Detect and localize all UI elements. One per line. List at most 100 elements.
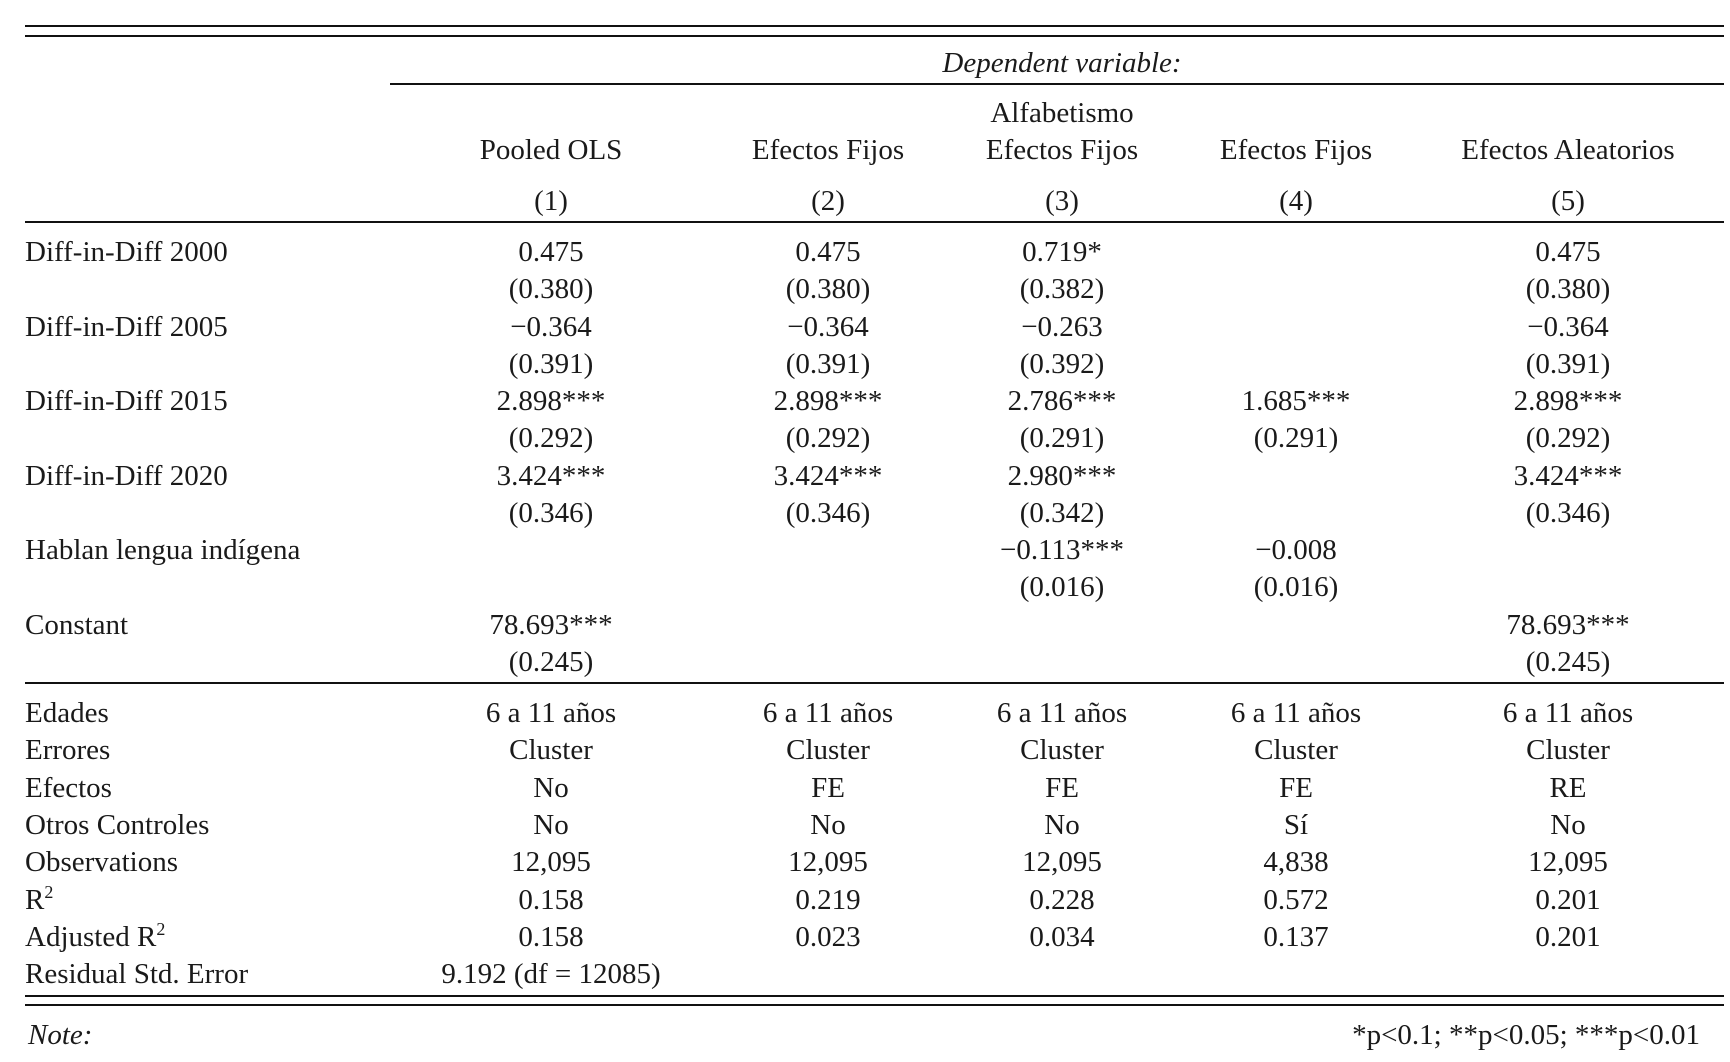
stat-value: 0.023 xyxy=(795,920,861,953)
stat-value: RE xyxy=(1549,771,1587,804)
stat-label: Otros Controles xyxy=(25,808,210,841)
residual-value: 9.192 (df = 12085) xyxy=(441,958,661,991)
coefficient-label: Diff-in-Diff 2000 xyxy=(25,236,228,268)
model-name: Efectos Fijos xyxy=(985,134,1139,166)
standard-error: (0.380) xyxy=(785,273,871,306)
standard-error: (0.245) xyxy=(508,645,594,678)
stat-value: No xyxy=(533,808,569,841)
standard-error: (0.346) xyxy=(785,496,871,529)
stat-value: 0.201 xyxy=(1535,883,1601,916)
coefficient-estimate: 78.693*** xyxy=(489,608,613,641)
significance-note: *p<0.1; **p<0.05; ***p<0.01 xyxy=(1352,1019,1700,1051)
coefficient-label: Constant xyxy=(25,608,129,641)
coefficient-estimate: −0.364 xyxy=(1527,310,1609,343)
stat-value: 0.572 xyxy=(1263,883,1329,916)
standard-error: (0.392) xyxy=(1019,347,1105,380)
standard-error: (0.292) xyxy=(508,422,594,455)
model-name: Efectos Fijos xyxy=(751,134,905,166)
stat-value: 0.201 xyxy=(1535,920,1601,953)
stat-label: Adjusted R2 xyxy=(25,918,166,953)
coefficient-estimate: 1.685*** xyxy=(1241,385,1351,417)
standard-error: (0.346) xyxy=(1525,496,1611,529)
model-number: (4) xyxy=(1279,185,1313,217)
note-label: Note: xyxy=(28,1019,93,1051)
stat-value: No xyxy=(810,808,846,841)
coefficient-estimate: 78.693*** xyxy=(1506,608,1630,641)
coefficient-estimate: 0.475 xyxy=(795,236,861,268)
top-rule-inner xyxy=(25,35,1724,37)
dependent-variable-name: Alfabetismo xyxy=(990,97,1134,129)
stat-value: Cluster xyxy=(1254,734,1338,767)
stat-value: 12,095 xyxy=(1022,846,1102,879)
stat-value: 6 a 11 años xyxy=(1502,697,1634,729)
stat-value: 4,838 xyxy=(1263,846,1329,879)
stat-value: No xyxy=(1550,808,1586,841)
stat-value: Cluster xyxy=(509,734,593,767)
stat-value: 0.228 xyxy=(1029,883,1095,916)
bottom-rule xyxy=(25,995,1724,997)
stat-value: 12,095 xyxy=(511,846,591,879)
coefficient-estimate: 0.475 xyxy=(1535,236,1601,268)
stat-value: 0.219 xyxy=(795,883,861,916)
stat-value: 12,095 xyxy=(788,846,868,879)
stat-value: 6 a 11 años xyxy=(1230,697,1362,729)
stat-label: Errores xyxy=(25,734,111,767)
standard-error: (0.380) xyxy=(508,273,594,306)
stat-label: Edades xyxy=(25,697,109,729)
model-name: Pooled OLS xyxy=(479,134,623,166)
standard-error: (0.391) xyxy=(1525,347,1611,380)
coefficient-estimate: 0.719* xyxy=(1022,236,1102,268)
coefficient-estimate: 2.980*** xyxy=(1007,459,1117,492)
stat-value: 6 a 11 años xyxy=(485,697,617,729)
coefficient-estimate: −0.364 xyxy=(787,310,869,343)
standard-error: (0.382) xyxy=(1019,273,1105,306)
model-name: Efectos Fijos xyxy=(1219,134,1373,166)
standard-error: (0.016) xyxy=(1019,571,1105,604)
bottom-rule-inner xyxy=(25,1004,1724,1006)
top-rule xyxy=(25,25,1724,27)
standard-error: (0.016) xyxy=(1253,571,1339,604)
coefficient-estimate: 3.424*** xyxy=(1513,459,1623,492)
stat-value: 0.158 xyxy=(518,920,584,953)
standard-error: (0.391) xyxy=(508,347,594,380)
standard-error: (0.292) xyxy=(785,422,871,455)
header-bottom-rule xyxy=(25,221,1724,223)
model-number: (1) xyxy=(534,185,568,217)
stat-value: Sí xyxy=(1283,808,1309,841)
stat-label: Observations xyxy=(25,846,179,879)
stat-value: Cluster xyxy=(786,734,870,767)
stat-value: FE xyxy=(811,771,845,804)
model-name: Efectos Aleatorios xyxy=(1461,134,1675,166)
coefficient-label: Diff-in-Diff 2020 xyxy=(25,459,228,492)
coefficient-estimate: −0.364 xyxy=(510,310,592,343)
stat-value: 6 a 11 años xyxy=(996,697,1128,729)
standard-error: (0.291) xyxy=(1019,422,1105,455)
stats-rule xyxy=(25,682,1724,684)
coefficient-estimate: 2.898*** xyxy=(1513,385,1623,417)
coefficient-label: Diff-in-Diff 2015 xyxy=(25,385,228,417)
standard-error: (0.380) xyxy=(1525,273,1611,306)
standard-error: (0.391) xyxy=(785,347,871,380)
stat-value: 12,095 xyxy=(1528,846,1608,879)
coefficient-estimate: 2.898*** xyxy=(773,385,883,417)
coefficient-estimate: 2.786*** xyxy=(1007,385,1117,417)
coefficient-estimate: −0.113*** xyxy=(999,534,1125,566)
stat-value: Cluster xyxy=(1526,734,1610,767)
stat-value: FE xyxy=(1045,771,1079,804)
stat-value: No xyxy=(533,771,569,804)
standard-error: (0.346) xyxy=(508,496,594,529)
standard-error: (0.342) xyxy=(1019,496,1105,529)
stat-value: 6 a 11 años xyxy=(762,697,894,729)
stat-value: 0.137 xyxy=(1263,920,1329,953)
standard-error: (0.291) xyxy=(1253,422,1339,455)
coefficient-label: Diff-in-Diff 2005 xyxy=(25,310,228,343)
dependent-variable-label: Dependent variable: xyxy=(942,47,1182,79)
coefficient-label: Hablan lengua indígena xyxy=(25,534,301,566)
coefficient-estimate: 3.424*** xyxy=(496,459,606,492)
stat-value: 0.034 xyxy=(1029,920,1095,953)
residual-label: Residual Std. Error xyxy=(25,958,249,991)
coefficient-estimate: −0.263 xyxy=(1021,310,1103,343)
stat-label: Efectos xyxy=(25,771,112,804)
header-rule xyxy=(390,83,1724,85)
stat-value: 0.158 xyxy=(518,883,584,916)
